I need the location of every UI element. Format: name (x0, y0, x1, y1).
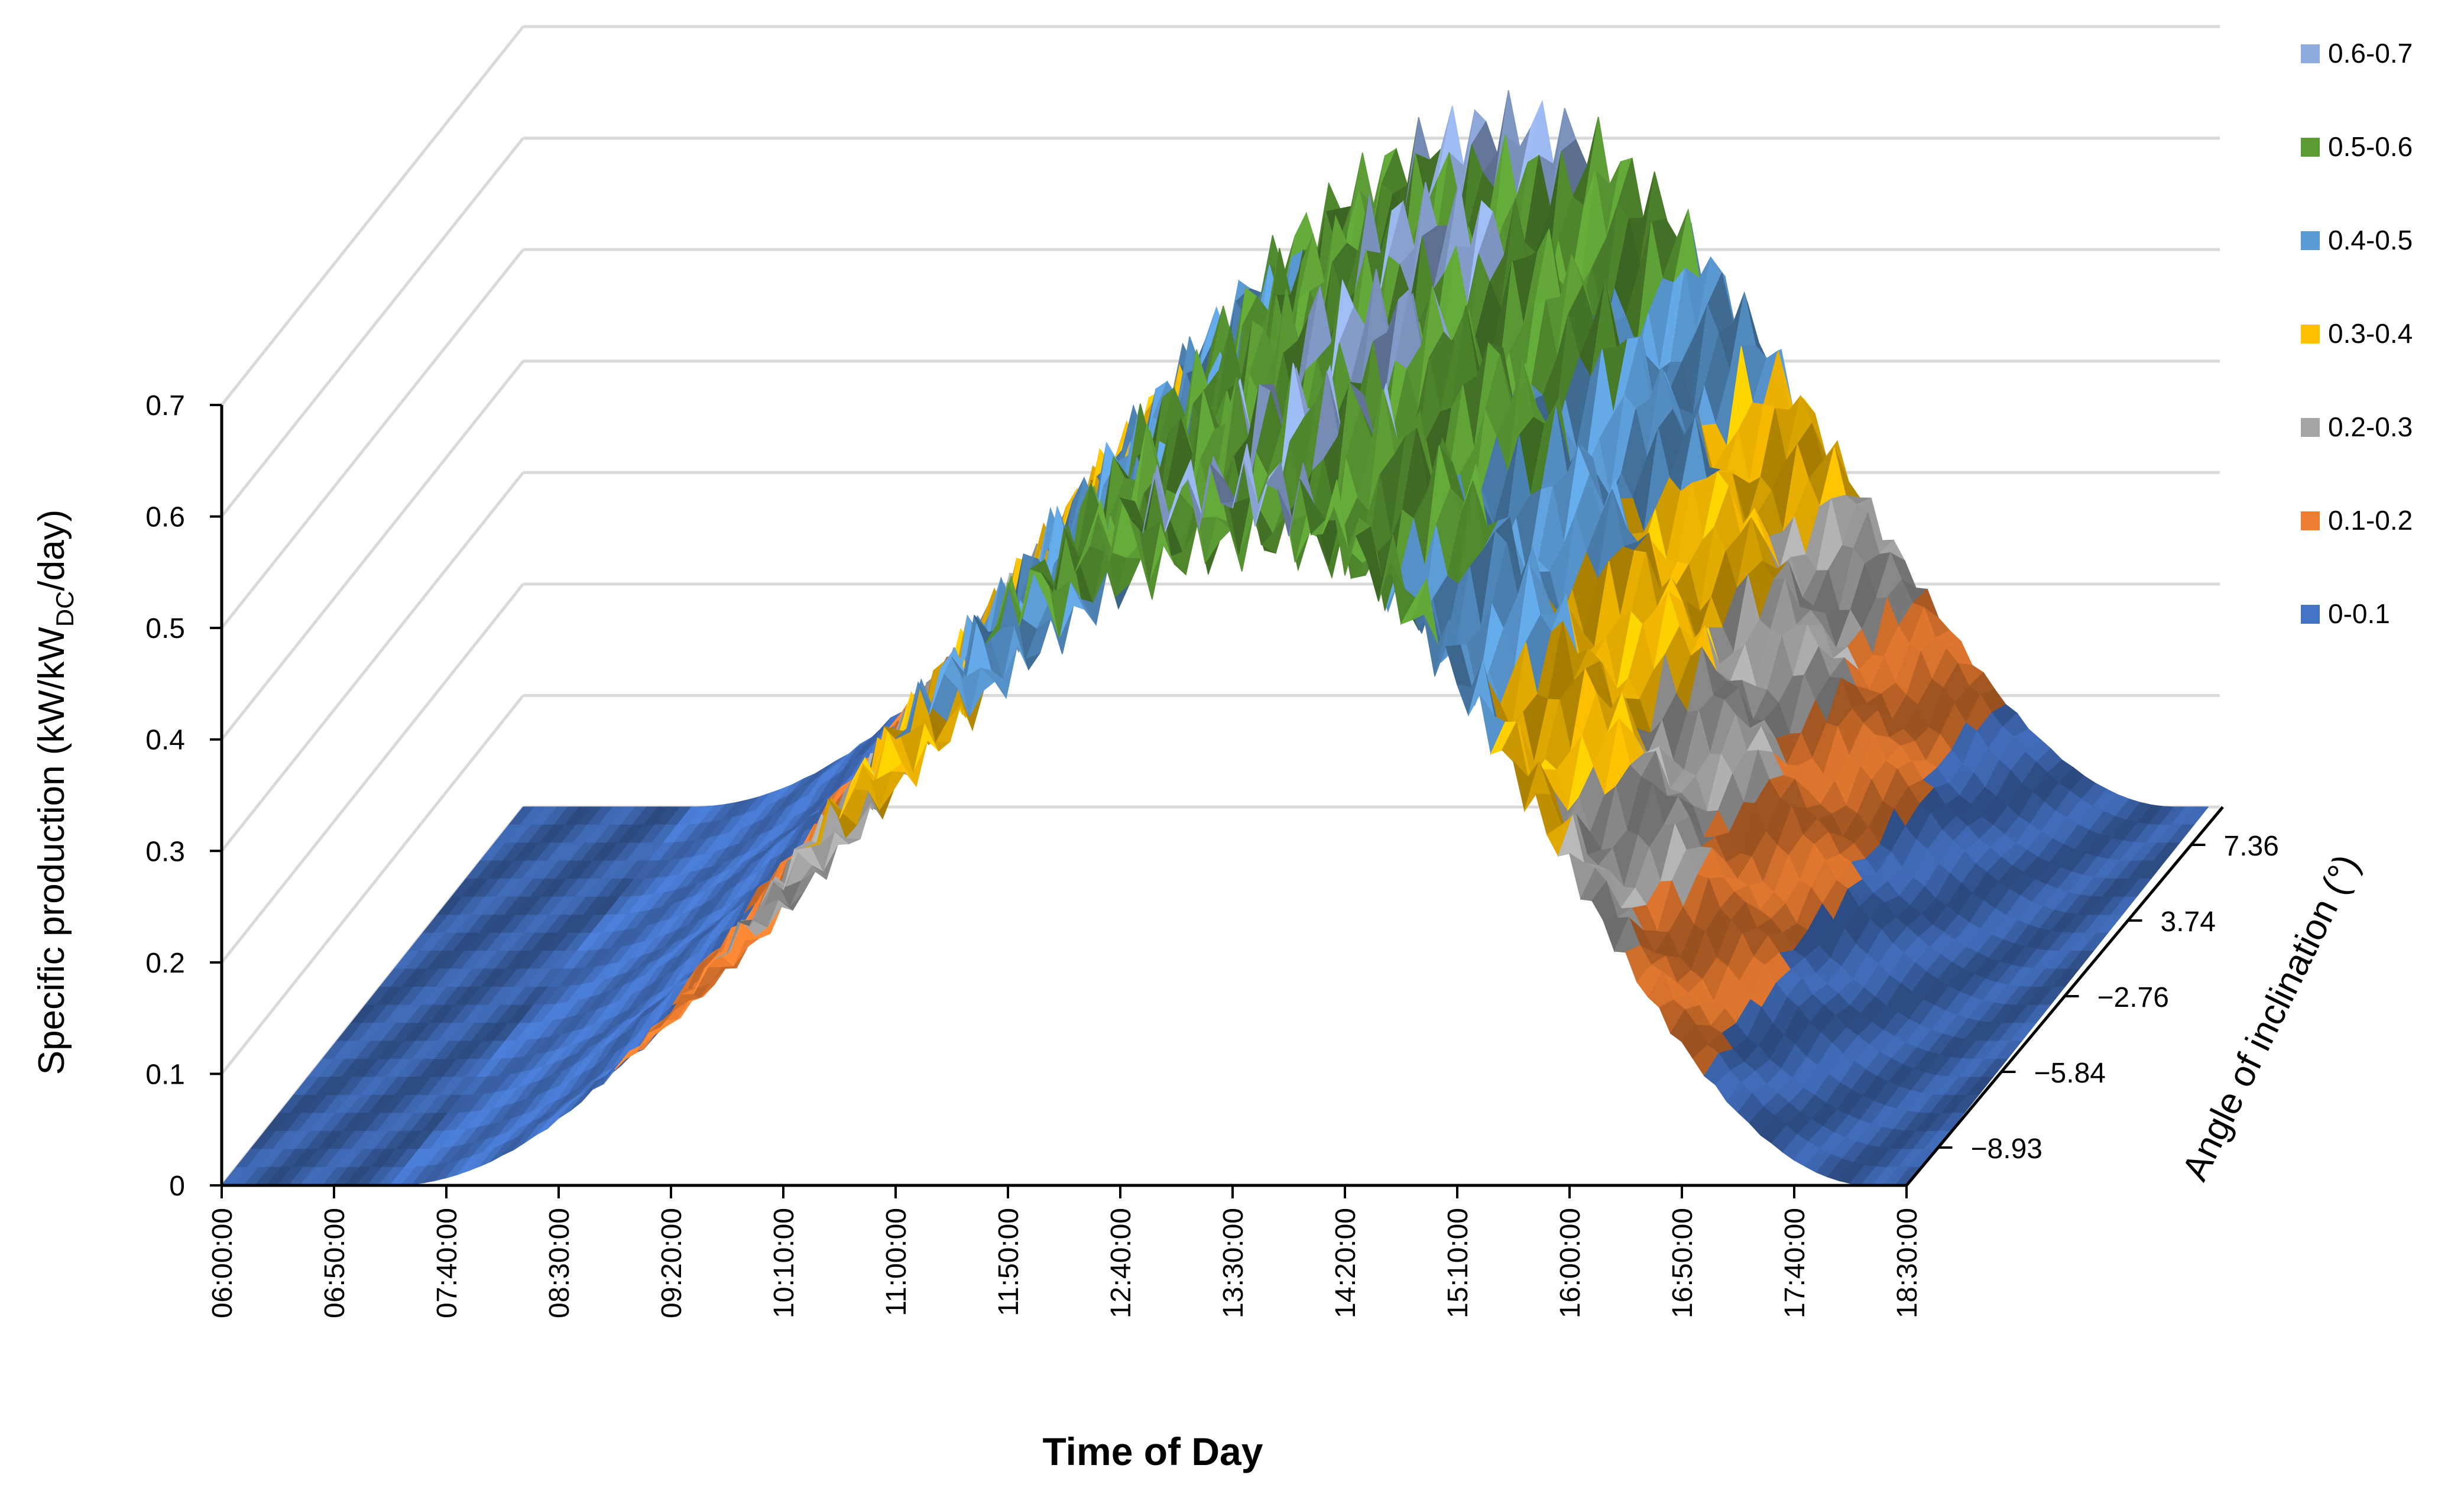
left-wall-gridline (221, 471, 524, 852)
x-tick-label: 10:10:00 (769, 1208, 800, 1318)
z-tick-label: −5.84 (2034, 1058, 2106, 1089)
left-wall-gridline (221, 25, 524, 406)
y-tick-label: 0.5 (145, 613, 185, 644)
x-tick-label: 11:00:00 (881, 1208, 912, 1316)
x-tick-label: 07:40:00 (432, 1208, 463, 1318)
z-tick-label: 7.36 (2224, 831, 2279, 862)
x-tick-label: 16:50:00 (1667, 1208, 1698, 1318)
left-wall-gridline (221, 360, 524, 741)
legend-swatch (2301, 231, 2320, 250)
legend-swatch (2301, 605, 2320, 624)
x-tick-label: 17:40:00 (1779, 1208, 1811, 1318)
x-tick-label: 13:30:00 (1218, 1208, 1249, 1318)
legend: 0.6-0.7 0.5-0.6 0.4-0.5 0.3-0.4 0.2-0.3 0.1-0… (2301, 38, 2413, 629)
left-wall-gridline (221, 583, 524, 964)
legend-label: 0.4-0.5 (2328, 225, 2413, 255)
x-tick-label: 12:40:00 (1105, 1208, 1137, 1318)
y-axis-title: Specific production (kW/kWDC/day) (31, 510, 79, 1075)
x-tick-label: 11:50:00 (993, 1208, 1024, 1316)
legend-swatch (2301, 44, 2320, 63)
z-tick-label: 3.74 (2161, 906, 2216, 938)
legend-swatch (2301, 418, 2320, 437)
left-wall-gridline (221, 137, 524, 518)
left-wall-gridline (221, 248, 524, 629)
y-tick-label: 0.6 (145, 502, 185, 533)
y-tick-label: 0.3 (145, 836, 185, 867)
x-tick-label: 15:10:00 (1442, 1208, 1474, 1318)
z-axis-title: Angle of inclination (°) (2174, 848, 2368, 1187)
x-axis-title: Time of Day (1043, 1430, 1263, 1473)
x-tick-label: 08:30:00 (544, 1208, 575, 1318)
legend-label: 0.6-0.7 (2328, 38, 2413, 69)
legend-label: 0.2-0.3 (2328, 411, 2413, 442)
x-tick-label: 14:20:00 (1330, 1208, 1361, 1318)
y-tick-label: 0.2 (145, 948, 185, 979)
left-wall-gridline (221, 694, 524, 1075)
legend-label: 0.5-0.6 (2328, 131, 2413, 162)
x-tick-label: 09:20:00 (656, 1208, 688, 1318)
legend-label: 0-0.1 (2328, 598, 2390, 629)
x-tick-label: 06:50:00 (319, 1208, 351, 1318)
legend-swatch (2301, 325, 2320, 343)
y-tick-label: 0.4 (145, 725, 185, 756)
x-tick-label: 18:30:00 (1892, 1208, 1923, 1318)
z-tick-label: −2.76 (2097, 982, 2169, 1013)
axes: 0 0.1 0.2 0.3 0.4 0.5 0.6 0.7 06:00:00 06:50:00 07… (145, 390, 2279, 1318)
y-tick-label: 0.1 (145, 1059, 185, 1090)
x-tick-label: 06:00:00 (207, 1208, 238, 1318)
legend-swatch (2301, 138, 2320, 157)
surface-plot (221, 90, 2209, 1186)
x-tick-label: 16:00:00 (1555, 1208, 1586, 1318)
legend-label: 0.3-0.4 (2328, 318, 2413, 349)
legend-swatch (2301, 511, 2320, 530)
z-tick-label: −8.93 (1971, 1133, 2042, 1165)
y-tick-label: 0 (169, 1171, 185, 1202)
y-tick-label: 0.7 (145, 390, 185, 422)
legend-label: 0.1-0.2 (2328, 505, 2413, 536)
